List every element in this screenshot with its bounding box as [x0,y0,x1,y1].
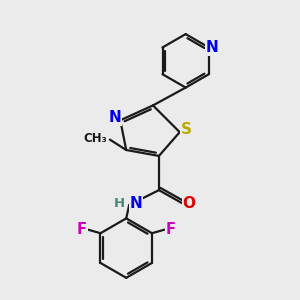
Text: CH₃: CH₃ [83,132,107,145]
Text: N: N [206,40,219,55]
Text: F: F [77,222,87,237]
Text: H: H [114,197,125,210]
Text: O: O [183,196,196,211]
Text: N: N [130,196,142,211]
Text: S: S [181,122,192,137]
Text: F: F [165,222,176,237]
Text: N: N [109,110,121,125]
